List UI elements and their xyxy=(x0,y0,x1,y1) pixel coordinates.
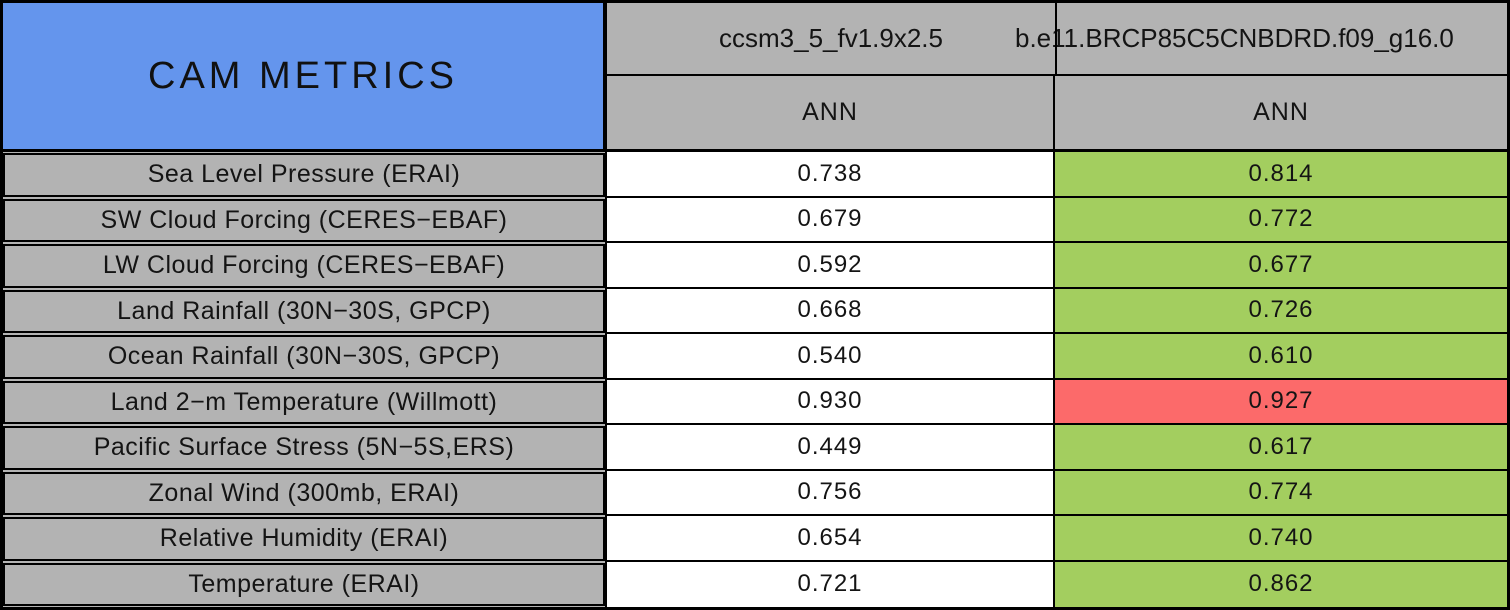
model-2-value-cell: 0.927 xyxy=(1055,379,1507,425)
metric-label: Pacific Surface Stress (5N−5S,ERS) xyxy=(3,426,605,470)
model-2-value-cell: 0.677 xyxy=(1055,243,1507,289)
season-header-model-2: ANN xyxy=(1055,76,1507,152)
model-1-value-cell: 0.668 xyxy=(605,288,1055,334)
metric-label-cell: Land Rainfall (30N−30S, GPCP) xyxy=(3,288,605,334)
metric-label-cell: LW Cloud Forcing (CERES−EBAF) xyxy=(3,243,605,289)
metric-label-cell: Sea Level Pressure (ERAI) xyxy=(3,152,605,198)
metric-label: Relative Humidity (ERAI) xyxy=(3,517,605,561)
model-2-value-cell: 0.726 xyxy=(1055,288,1507,334)
metric-label: Land 2−m Temperature (Willmott) xyxy=(3,380,605,424)
model-1-value-cell: 0.721 xyxy=(605,561,1055,607)
model-1-value-cell: 0.592 xyxy=(605,243,1055,289)
model-2-value-cell: 0.740 xyxy=(1055,516,1507,562)
season-header-model-1: ANN xyxy=(605,76,1055,152)
model-2-value-cell: 0.862 xyxy=(1055,561,1507,607)
metric-label-cell: Temperature (ERAI) xyxy=(3,561,605,607)
table-title: CAM METRICS xyxy=(148,54,458,97)
model-2-value-cell: 0.772 xyxy=(1055,197,1507,243)
metric-label-cell: Land 2−m Temperature (Willmott) xyxy=(3,379,605,425)
table-title-cell: CAM METRICS xyxy=(3,3,605,152)
model-1-value-cell: 0.654 xyxy=(605,516,1055,562)
model-1-value-cell: 0.930 xyxy=(605,379,1055,425)
metric-label-cell: Relative Humidity (ERAI) xyxy=(3,516,605,562)
metric-label: Sea Level Pressure (ERAI) xyxy=(3,153,605,197)
metric-label: Land Rainfall (30N−30S, GPCP) xyxy=(3,289,605,333)
metric-label-cell: SW Cloud Forcing (CERES−EBAF) xyxy=(3,197,605,243)
model-name-header-row: ccsm3_5_fv1.9x2.5 b.e11.BRCP85C5CNBDRD.f… xyxy=(605,3,1507,76)
model-2-value-cell: 0.610 xyxy=(1055,334,1507,380)
model-1-value-cell: 0.738 xyxy=(605,152,1055,198)
model-1-name: ccsm3_5_fv1.9x2.5 xyxy=(718,23,943,53)
metric-label: LW Cloud Forcing (CERES−EBAF) xyxy=(3,244,605,288)
metric-label: SW Cloud Forcing (CERES−EBAF) xyxy=(3,198,605,242)
model-1-value-cell: 0.540 xyxy=(605,334,1055,380)
model-1-value-cell: 0.756 xyxy=(605,470,1055,516)
metric-label: Zonal Wind (300mb, ERAI) xyxy=(3,471,605,515)
metric-label-cell: Pacific Surface Stress (5N−5S,ERS) xyxy=(3,425,605,471)
model-2-name: b.e11.BRCP85C5CNBDRD.f09_g16.0 xyxy=(1015,23,1454,53)
model-1-value-cell: 0.679 xyxy=(605,197,1055,243)
column-divider-line xyxy=(1055,3,1057,74)
metric-label-cell: Zonal Wind (300mb, ERAI) xyxy=(3,470,605,516)
model-1-value-cell: 0.449 xyxy=(605,425,1055,471)
metric-label: Ocean Rainfall (30N−30S, GPCP) xyxy=(3,335,605,379)
metric-label-cell: Ocean Rainfall (30N−30S, GPCP) xyxy=(3,334,605,380)
model-2-value-cell: 0.617 xyxy=(1055,425,1507,471)
metric-label: Temperature (ERAI) xyxy=(3,562,605,606)
model-2-value-cell: 0.774 xyxy=(1055,470,1507,516)
model-2-value-cell: 0.814 xyxy=(1055,152,1507,198)
